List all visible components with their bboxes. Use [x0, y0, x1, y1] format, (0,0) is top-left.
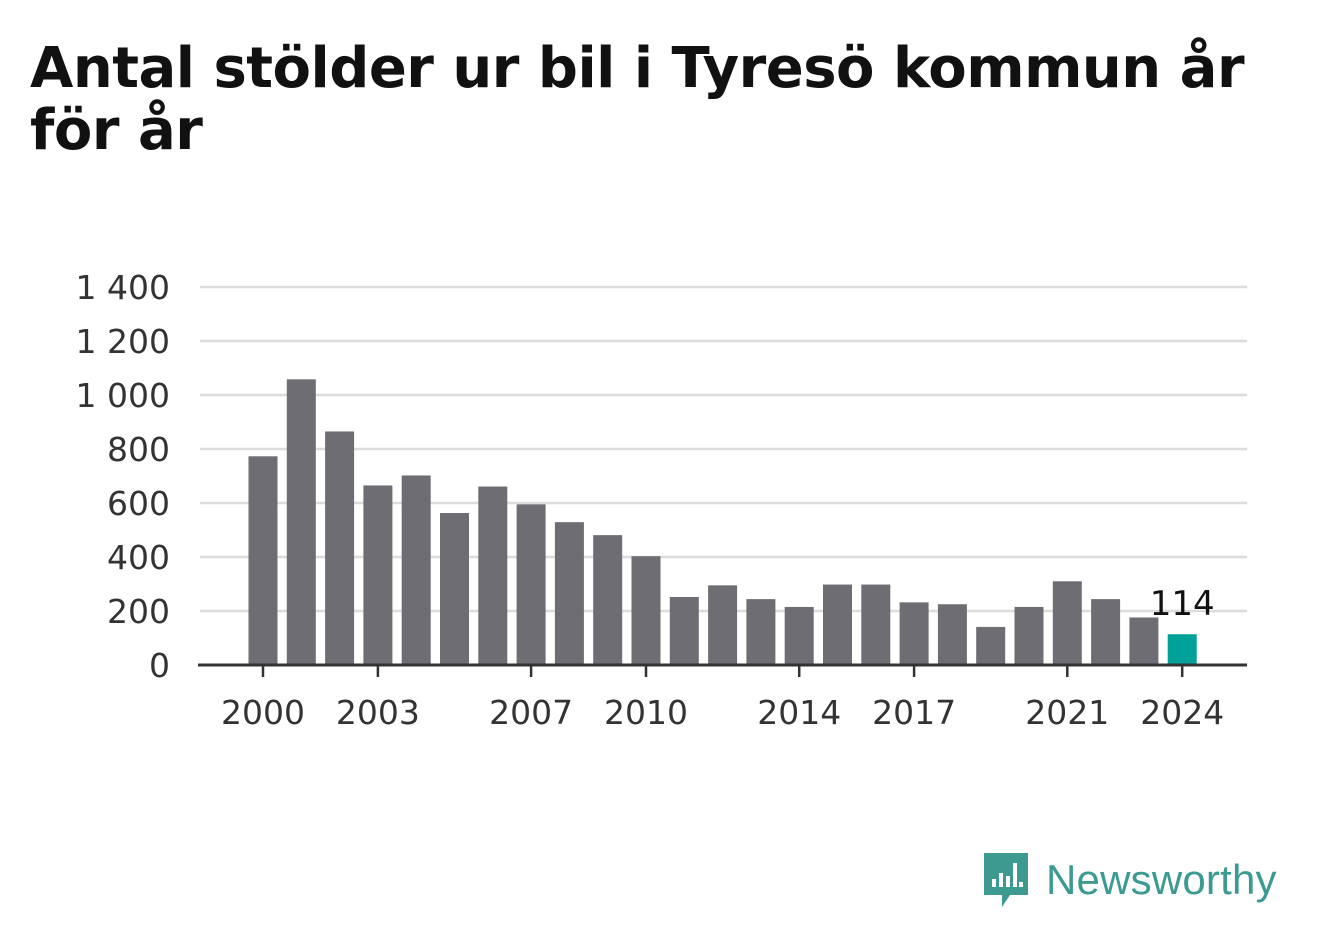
bar-2015: [823, 584, 852, 665]
bar-2021: [1052, 581, 1082, 665]
y-tick-label: 600: [107, 484, 170, 523]
chart-title: Antal stölder ur bil i Tyresö kommun år …: [30, 36, 1245, 163]
newsworthy-logo: Newsworthy: [980, 848, 1277, 912]
bar-2003: [363, 485, 393, 665]
bar-2010: [631, 556, 661, 665]
bar-2016: [861, 584, 891, 665]
bar-2023: [1129, 617, 1159, 665]
data-label-2024: 114: [1150, 584, 1215, 624]
y-tick-label: 800: [107, 430, 170, 469]
bar-2007: [516, 504, 546, 665]
y-tick-label: 200: [107, 592, 170, 631]
bar-2013: [746, 599, 776, 665]
bar-2004: [401, 475, 431, 665]
x-tick-label: 2021: [1025, 693, 1109, 732]
bar-chart: 0 200 400 600 800 1 000 1 200 1 400 2000 2003 200…: [76, 268, 1247, 732]
bar-2001: [286, 379, 316, 665]
x-tick-label: 2003: [336, 693, 420, 732]
bar-2024: [1167, 634, 1197, 665]
y-tick-label: 400: [107, 538, 170, 577]
bar-2012: [708, 585, 738, 665]
x-tick-label: 2014: [757, 693, 841, 732]
x-tick-label: 2007: [489, 693, 573, 732]
bar-2005: [440, 512, 469, 665]
logo-wordmark: Newsworthy: [1046, 856, 1277, 903]
y-tick-label: 1 200: [76, 322, 170, 361]
bar-2006: [478, 486, 508, 665]
x-tick-label: 2017: [872, 693, 956, 732]
newsworthy-bar-chart-icon: [984, 853, 1028, 907]
bar-2020: [1014, 606, 1044, 665]
bar-2019: [976, 626, 1006, 665]
bar-2011: [669, 596, 699, 665]
bar-2018: [937, 604, 967, 665]
bar-2014: [784, 606, 814, 665]
bar-2008: [554, 522, 584, 665]
x-tick-label: 2024: [1140, 693, 1224, 732]
x-tick-label: 2010: [604, 693, 688, 732]
y-tick-label: 1 400: [76, 268, 170, 307]
bar-2002: [325, 431, 355, 665]
bar-2009: [593, 535, 623, 665]
bar-2022: [1091, 599, 1121, 665]
x-tick-label: 2000: [221, 693, 305, 732]
y-tick-label: 0: [149, 646, 170, 685]
bar-2000: [248, 456, 278, 665]
bar-2017: [899, 602, 929, 665]
y-tick-label: 1 000: [76, 376, 170, 415]
